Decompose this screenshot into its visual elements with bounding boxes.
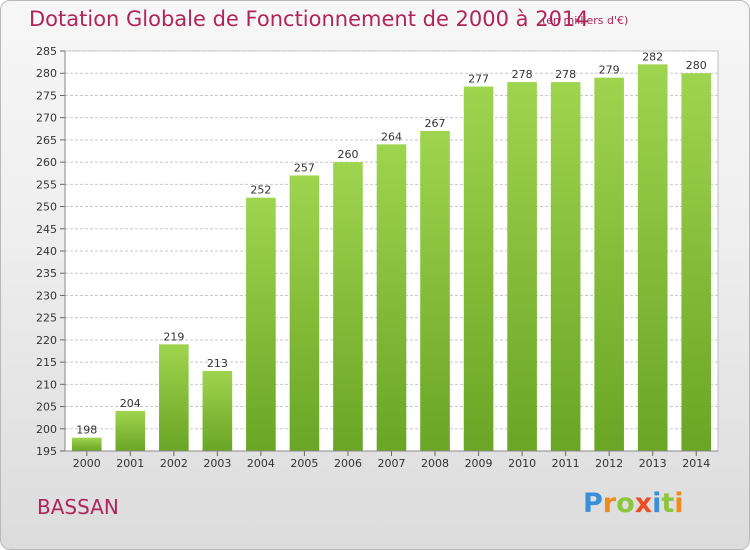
y-tick-label: 260 bbox=[36, 156, 57, 169]
x-tick-label: 2005 bbox=[290, 457, 318, 470]
x-tick-label: 2009 bbox=[465, 457, 493, 470]
y-tick-label: 220 bbox=[36, 334, 57, 347]
bar bbox=[463, 86, 494, 452]
x-tick-label: 2010 bbox=[508, 457, 536, 470]
x-tick-label: 2008 bbox=[421, 457, 449, 470]
x-tick-label: 2004 bbox=[247, 457, 275, 470]
y-tick-label: 255 bbox=[36, 178, 57, 191]
bar bbox=[159, 344, 189, 451]
x-tick-label: 2013 bbox=[639, 457, 667, 470]
x-tick-label: 2006 bbox=[334, 457, 362, 470]
x-tick-label: 2007 bbox=[378, 457, 406, 470]
chart-subtitle: (en milliers d'€) bbox=[542, 14, 629, 27]
proxiti-logo[interactable]: Proxiti bbox=[583, 488, 684, 519]
y-tick-label: 250 bbox=[36, 201, 57, 214]
bar-value-label: 267 bbox=[425, 117, 446, 130]
y-tick-label: 245 bbox=[36, 223, 57, 236]
bar-value-label: 213 bbox=[207, 357, 228, 370]
bar bbox=[681, 73, 712, 451]
bar-value-label: 257 bbox=[294, 161, 315, 174]
x-tick-label: 2012 bbox=[595, 457, 623, 470]
y-tick-label: 195 bbox=[36, 445, 57, 458]
bar-value-label: 264 bbox=[381, 130, 402, 143]
bar-value-label: 280 bbox=[686, 59, 707, 72]
bar bbox=[420, 131, 450, 451]
y-tick-label: 210 bbox=[36, 378, 57, 391]
bar-value-label: 278 bbox=[555, 68, 576, 81]
x-tick-label: 2014 bbox=[682, 457, 710, 470]
y-tick-label: 285 bbox=[36, 45, 57, 58]
bar-value-label: 279 bbox=[599, 64, 620, 77]
x-tick-label: 2011 bbox=[552, 457, 580, 470]
bar-value-label: 277 bbox=[468, 73, 489, 86]
y-tick-label: 225 bbox=[36, 312, 57, 325]
x-tick-label: 2001 bbox=[116, 457, 144, 470]
y-tick-label: 235 bbox=[36, 267, 57, 280]
bar bbox=[637, 64, 668, 452]
chart-title: Dotation Globale de Fonctionnement de 20… bbox=[29, 7, 589, 31]
bar bbox=[507, 82, 537, 451]
y-tick-label: 215 bbox=[36, 356, 57, 369]
bar-value-label: 219 bbox=[163, 330, 184, 343]
bar bbox=[594, 77, 624, 452]
bar-value-label: 198 bbox=[76, 424, 97, 437]
bar bbox=[289, 175, 320, 451]
bar-value-label: 282 bbox=[642, 50, 663, 63]
bar bbox=[333, 162, 363, 451]
y-tick-label: 240 bbox=[36, 245, 57, 258]
bar bbox=[550, 82, 581, 451]
bar bbox=[115, 411, 146, 451]
y-tick-label: 205 bbox=[36, 401, 57, 414]
bar bbox=[376, 144, 407, 452]
y-tick-label: 280 bbox=[36, 67, 57, 80]
bar-value-label: 252 bbox=[250, 184, 271, 197]
x-tick-label: 2002 bbox=[160, 457, 188, 470]
x-tick-label: 2000 bbox=[73, 457, 101, 470]
y-tick-label: 270 bbox=[36, 112, 57, 125]
bar-value-label: 260 bbox=[337, 148, 358, 161]
y-tick-label: 230 bbox=[36, 289, 57, 302]
bar bbox=[246, 197, 276, 451]
commune-name: BASSAN bbox=[37, 495, 119, 519]
bar bbox=[71, 437, 102, 451]
x-tick-label: 2003 bbox=[203, 457, 231, 470]
bar-value-label: 278 bbox=[512, 68, 533, 81]
bar-value-label: 204 bbox=[120, 397, 141, 410]
y-tick-label: 275 bbox=[36, 89, 57, 102]
y-tick-label: 265 bbox=[36, 134, 57, 147]
y-tick-label: 200 bbox=[36, 423, 57, 436]
bar bbox=[202, 371, 233, 451]
